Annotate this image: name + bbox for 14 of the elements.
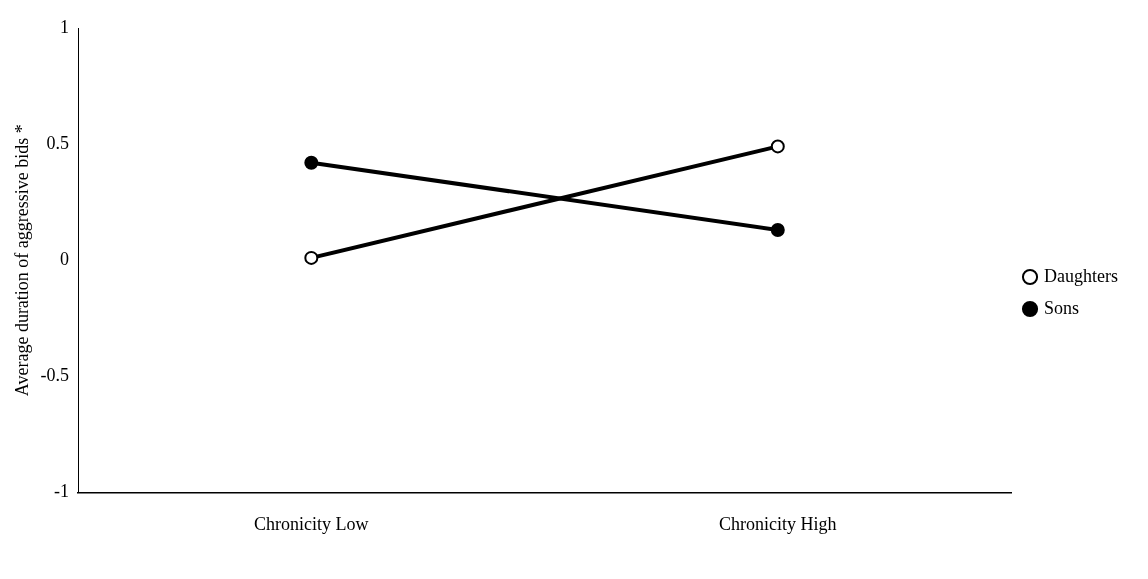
point (304, 250, 319, 265)
x-tick-label: Chronicity High (719, 513, 837, 534)
y-tick-label: -0.5 (40, 365, 70, 386)
x-tick-label: Chronicity Low (254, 513, 369, 534)
y-tick-label: 1 (60, 16, 70, 37)
y-tick-label: 0 (60, 248, 70, 269)
y-tick-label: 0.5 (46, 132, 70, 153)
point (770, 223, 785, 238)
point (304, 155, 319, 170)
legend-label: Daughters (1044, 265, 1119, 286)
y-tick-label: -1 (54, 481, 70, 502)
y-axis-title: Average duration of aggressive bids * (11, 124, 32, 397)
legend-label: Sons (1044, 297, 1080, 318)
point (770, 139, 785, 154)
